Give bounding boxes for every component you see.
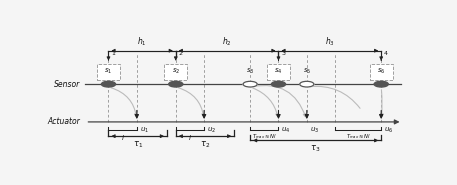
Text: 3: 3 [282,51,285,56]
Text: $s_{1}$: $s_{1}$ [104,67,112,76]
Text: $\tau_1$: $\tau_1$ [133,139,143,149]
Circle shape [271,81,286,87]
FancyBboxPatch shape [267,63,290,80]
Text: $s_{4}$: $s_{4}$ [274,67,283,76]
Text: $\tau_3$: $\tau_3$ [310,143,321,154]
Text: $u_{6}$: $u_{6}$ [384,125,393,135]
FancyBboxPatch shape [97,63,120,80]
Text: $u_{4}$: $u_{4}$ [282,125,291,135]
Text: $u_{1}$: $u_{1}$ [140,125,149,135]
Text: $l$: $l$ [188,133,192,142]
Circle shape [374,81,388,87]
Text: $T_{max}\approx Nl$: $T_{max}\approx Nl$ [252,133,277,142]
FancyBboxPatch shape [164,63,187,80]
Circle shape [101,81,116,87]
Text: $s_{6}$: $s_{6}$ [377,67,385,76]
Text: $\tau_2$: $\tau_2$ [200,139,210,149]
Text: 2: 2 [179,51,183,56]
Text: $u_{3}$: $u_{3}$ [310,125,319,135]
Text: Actuator: Actuator [48,117,80,126]
Text: $u_{2}$: $u_{2}$ [207,125,216,135]
Text: $s_{2}$: $s_{2}$ [172,67,180,76]
Text: 1: 1 [112,51,115,56]
Text: $s_{3}$: $s_{3}$ [246,67,255,76]
Circle shape [300,81,314,87]
Text: $l$: $l$ [121,133,125,142]
Text: $s_{5}$: $s_{5}$ [303,67,311,76]
Circle shape [243,81,257,87]
Text: $T_{max}\approx Nl$: $T_{max}\approx Nl$ [345,133,371,142]
Text: $h_{2}$: $h_{2}$ [222,36,232,48]
FancyBboxPatch shape [370,63,393,80]
Text: $h_{1}$: $h_{1}$ [137,36,147,48]
Text: Sensor: Sensor [54,80,80,89]
Text: 4: 4 [384,51,388,56]
Text: $h_{3}$: $h_{3}$ [325,36,335,48]
Circle shape [169,81,183,87]
